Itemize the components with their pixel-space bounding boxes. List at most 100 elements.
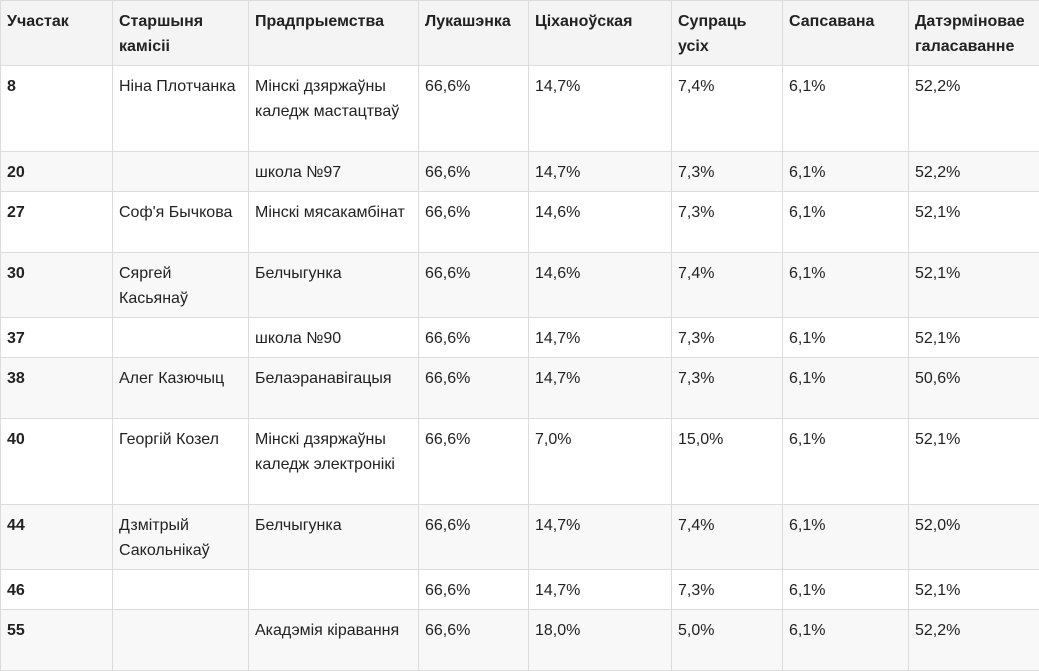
cell-chair: Георгій Козел [113,419,249,505]
cell-precinct: 40 [1,419,113,505]
table-row: 37 школа №90 66,6% 14,7% 7,3% 6,1% 52,1% [1,318,1039,358]
cell-lukashenko: 66,6% [419,253,529,318]
header-enterprise: Прадпрыемства [249,1,419,66]
cell-early-voting: 52,0% [909,505,1039,570]
cell-chair [113,152,249,192]
header-commission-chair: Старшыня камісіі [113,1,249,66]
cell-precinct: 46 [1,570,113,610]
cell-lukashenko: 66,6% [419,505,529,570]
cell-chair: Ніна Плотчанка [113,66,249,152]
table-header-row: Участак Старшыня камісіі Прадпрыемства Л… [1,1,1039,66]
cell-early-voting: 52,2% [909,610,1039,671]
cell-lukashenko: 66,6% [419,419,529,505]
cell-lukashenko: 66,6% [419,152,529,192]
table-row: 40 Георгій Козел Мінскі дзяржаўны каледж… [1,419,1039,505]
cell-chair [113,610,249,671]
cell-enterprise: Белчыгунка [249,505,419,570]
cell-tsikhanouskaya: 14,6% [529,253,672,318]
cell-chair [113,318,249,358]
cell-precinct: 44 [1,505,113,570]
cell-enterprise [249,570,419,610]
cell-lukashenko: 66,6% [419,192,529,253]
cell-spoiled: 6,1% [783,358,909,419]
cell-tsikhanouskaya: 14,7% [529,152,672,192]
cell-spoiled: 6,1% [783,152,909,192]
cell-enterprise: Акадэмія кіравання [249,610,419,671]
cell-chair: Дзмітрый Сакольнікаў [113,505,249,570]
table-row: 27 Соф'я Бычкова Мінскі мясакамбінат 66,… [1,192,1039,253]
cell-early-voting: 52,2% [909,66,1039,152]
cell-precinct: 37 [1,318,113,358]
cell-precinct: 27 [1,192,113,253]
cell-chair [113,570,249,610]
cell-enterprise: Белчыгунка [249,253,419,318]
cell-spoiled: 6,1% [783,570,909,610]
cell-early-voting: 52,1% [909,253,1039,318]
cell-tsikhanouskaya: 14,7% [529,505,672,570]
table-row: 44 Дзмітрый Сакольнікаў Белчыгунка 66,6%… [1,505,1039,570]
header-spoiled: Сапсавана [783,1,909,66]
cell-spoiled: 6,1% [783,318,909,358]
cell-lukashenko: 66,6% [419,610,529,671]
cell-lukashenko: 66,6% [419,318,529,358]
cell-enterprise: Мінскі дзяржаўны каледж электронікі [249,419,419,505]
cell-against-all: 7,3% [672,570,783,610]
cell-spoiled: 6,1% [783,505,909,570]
cell-spoiled: 6,1% [783,419,909,505]
table-row: 20 школа №97 66,6% 14,7% 7,3% 6,1% 52,2% [1,152,1039,192]
cell-chair: Сяргей Касьянаў [113,253,249,318]
cell-spoiled: 6,1% [783,610,909,671]
table-row: 30 Сяргей Касьянаў Белчыгунка 66,6% 14,6… [1,253,1039,318]
header-lukashenko: Лукашэнка [419,1,529,66]
cell-enterprise: школа №97 [249,152,419,192]
cell-precinct: 55 [1,610,113,671]
cell-precinct: 8 [1,66,113,152]
cell-enterprise: школа №90 [249,318,419,358]
cell-precinct: 20 [1,152,113,192]
cell-against-all: 5,0% [672,610,783,671]
header-against-all: Супраць усіх [672,1,783,66]
cell-against-all: 7,4% [672,505,783,570]
cell-enterprise: Мінскі дзяржаўны каледж мастацтваў [249,66,419,152]
cell-lukashenko: 66,6% [419,66,529,152]
cell-chair: Алег Казючыц [113,358,249,419]
table-row: 46 66,6% 14,7% 7,3% 6,1% 52,1% [1,570,1039,610]
cell-spoiled: 6,1% [783,253,909,318]
table-row: 38 Алег Казючыц Белаэранавігацыя 66,6% 1… [1,358,1039,419]
cell-tsikhanouskaya: 7,0% [529,419,672,505]
cell-spoiled: 6,1% [783,66,909,152]
cell-against-all: 7,3% [672,152,783,192]
cell-against-all: 7,3% [672,358,783,419]
cell-spoiled: 6,1% [783,192,909,253]
cell-tsikhanouskaya: 14,7% [529,358,672,419]
cell-against-all: 7,4% [672,66,783,152]
cell-against-all: 15,0% [672,419,783,505]
cell-tsikhanouskaya: 14,7% [529,66,672,152]
cell-against-all: 7,3% [672,192,783,253]
cell-enterprise: Белаэранавігацыя [249,358,419,419]
cell-early-voting: 52,1% [909,192,1039,253]
cell-early-voting: 52,1% [909,419,1039,505]
cell-tsikhanouskaya: 14,6% [529,192,672,253]
table-row: 8 Ніна Плотчанка Мінскі дзяржаўны каледж… [1,66,1039,152]
cell-precinct: 30 [1,253,113,318]
cell-early-voting: 52,1% [909,570,1039,610]
cell-lukashenko: 66,6% [419,358,529,419]
header-tsikhanouskaya: Ціханоўская [529,1,672,66]
cell-tsikhanouskaya: 14,7% [529,570,672,610]
header-early-voting: Датэрміновае галасаванне [909,1,1039,66]
header-precinct: Участак [1,1,113,66]
cell-enterprise: Мінскі мясакамбінат [249,192,419,253]
cell-precinct: 38 [1,358,113,419]
cell-against-all: 7,4% [672,253,783,318]
cell-tsikhanouskaya: 18,0% [529,610,672,671]
cell-early-voting: 50,6% [909,358,1039,419]
cell-early-voting: 52,1% [909,318,1039,358]
cell-tsikhanouskaya: 14,7% [529,318,672,358]
cell-lukashenko: 66,6% [419,570,529,610]
cell-chair: Соф'я Бычкова [113,192,249,253]
cell-against-all: 7,3% [672,318,783,358]
table-row: 55 Акадэмія кіравання 66,6% 18,0% 5,0% 6… [1,610,1039,671]
cell-early-voting: 52,2% [909,152,1039,192]
